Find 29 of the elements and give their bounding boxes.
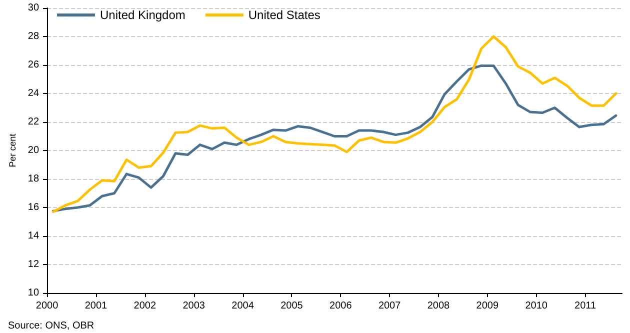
x-tick-label: 2002	[134, 300, 156, 312]
y-tick-label: 20	[28, 145, 40, 156]
x-tick-label: 2000	[36, 300, 59, 312]
x-tick-label: 2010	[525, 300, 548, 312]
x-tick-label: 2007	[378, 300, 402, 312]
y-tick-label: 14	[28, 230, 40, 242]
y-axis-title: Per cent	[8, 133, 18, 168]
line-series	[52, 35, 618, 214]
legend-label: United States	[248, 8, 320, 22]
legend-label: United Kingdom	[100, 8, 186, 22]
y-tick-label: 16	[28, 202, 40, 213]
y-tick-label: 18	[28, 174, 40, 184]
y-tick-label: 30	[28, 2, 40, 14]
x-tick-label: 2003	[182, 300, 206, 312]
source-note: Source: ONS, OBR	[8, 320, 94, 332]
x-tick-label: 2004	[232, 300, 254, 312]
x-tick-label: 2008	[427, 300, 450, 312]
y-tick-label: 28	[28, 31, 40, 42]
x-tick-label: 2011	[574, 300, 596, 312]
y-tick-label: 22	[28, 116, 40, 128]
x-tick-label: 2005	[280, 300, 304, 312]
x-tick-label: 2009	[476, 300, 499, 312]
line-series	[52, 64, 618, 212]
x-tick-label: 2006	[330, 300, 352, 312]
y-tick-label: 24	[28, 88, 40, 99]
x-tick-label: 2001	[84, 300, 108, 312]
y-tick-label: 26	[28, 60, 40, 70]
y-tick-label: 10	[28, 288, 40, 298]
y-tick-label: 12	[28, 259, 40, 270]
